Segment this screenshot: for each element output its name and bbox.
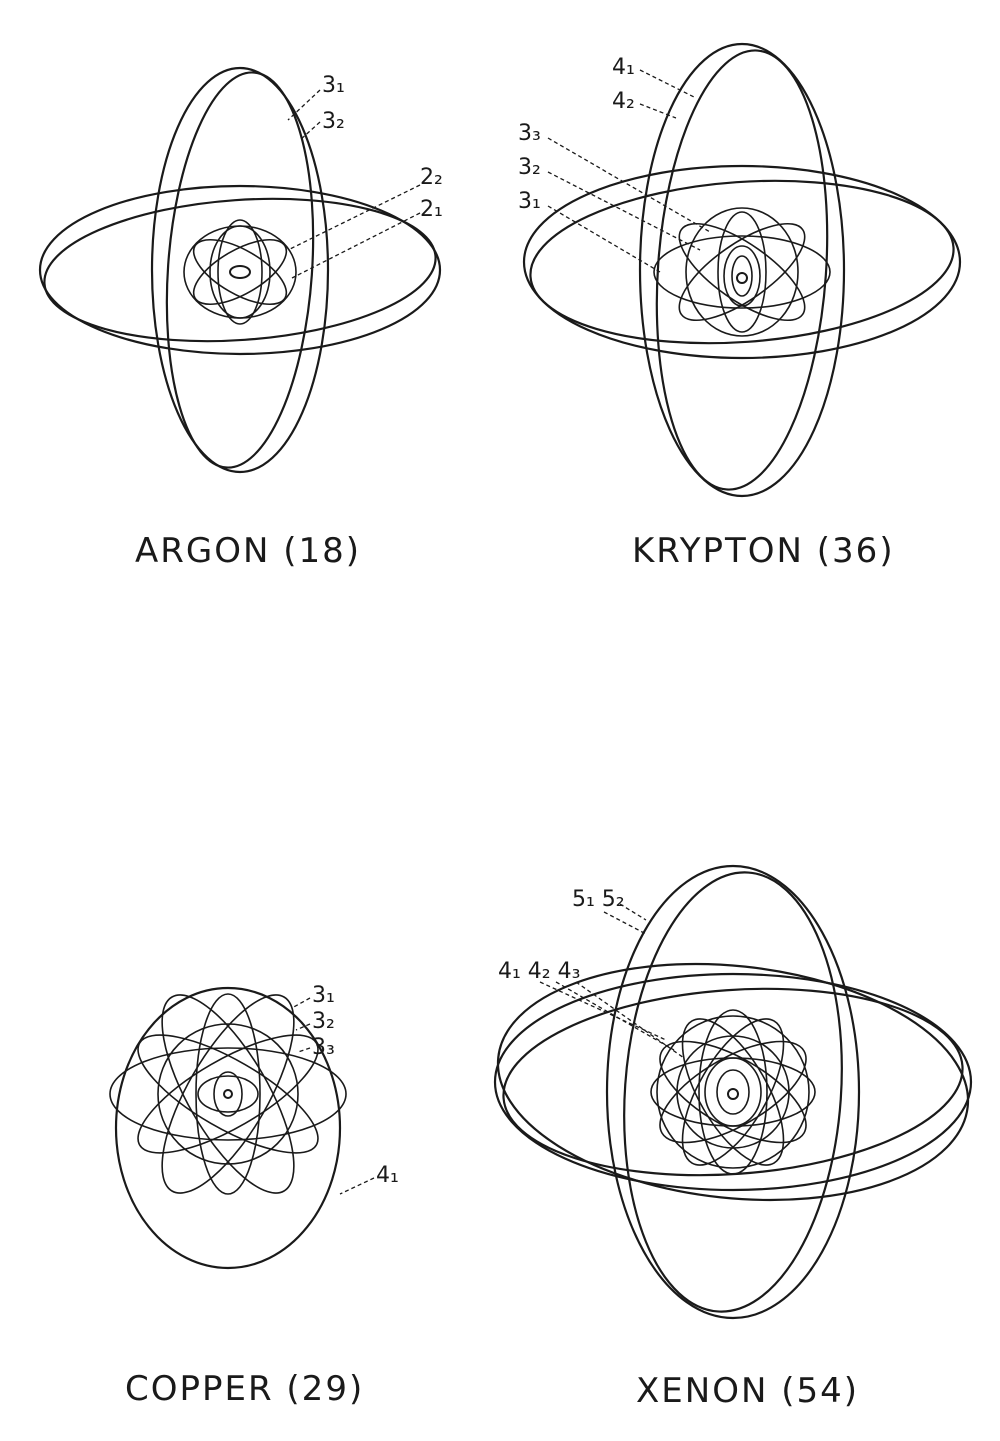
argon-outer-orbits [38,66,442,474]
copper-label-3-1: 3₁ [312,983,335,1008]
copper-label-4-1: 4₁ [376,1163,399,1188]
xenon-outer-orbits [493,864,973,1320]
xenon-label-4: 4₁ 4₂ 4₃ [498,959,580,984]
krypton-outer-orbits [522,42,962,498]
copper-label-3-3: 3₃ [312,1035,335,1060]
copper-caption: COPPER (29) [125,1369,364,1409]
krypton-label-3-3: 3₃ [518,121,541,146]
copper-label-3-2: 3₂ [312,1009,335,1034]
argon-label-3-1: 3₁ [322,73,345,98]
argon-nucleus [229,265,251,279]
krypton-label-4-1: 4₁ [612,55,635,80]
argon-label-3-2: 3₂ [322,109,345,134]
argon-inner-orbits [183,219,297,325]
copper-leader-lines [291,997,375,1195]
copper-shell-3-orbits [109,993,347,1195]
copper-inner-orbits [197,1071,259,1117]
krypton-middle-orbits [653,207,831,337]
krypton-caption: KRYPTON (36) [632,531,895,571]
krypton-nucleus [736,272,748,284]
xenon-label-5: 5₁ 5₂ [572,887,625,912]
xenon-inner-orbits [704,1057,762,1127]
copper-nucleus [223,1089,233,1099]
argon-diagram: 3₁ 3₂ 2₂ 2₁ ARGON (18) [38,66,443,571]
krypton-diagram: 4₁ 4₂ 3₃ 3₂ 3₁ KRYPTON (36) [518,42,962,571]
xenon-leader-lines [539,903,685,1059]
xenon-caption: XENON (54) [636,1371,859,1411]
krypton-label-4-2: 4₂ [612,89,635,114]
xenon-nucleus [727,1088,739,1100]
xenon-diagram: 5₁ 5₂ 4₁ 4₂ 4₃ XENON (54) [493,864,973,1411]
argon-leader-lines [287,89,421,279]
xenon-shell-4-orbits [650,1009,816,1175]
argon-label-2-2: 2₂ [420,165,443,190]
krypton-label-3-1: 3₁ [518,189,541,214]
copper-4-1-orbit [114,986,342,1270]
copper-diagram: 3₁ 3₂ 3₃ 4₁ COPPER (29) [109,983,399,1409]
krypton-label-3-2: 3₂ [518,155,541,180]
krypton-inner-orbits [723,245,761,307]
argon-label-2-1: 2₁ [420,197,443,222]
krypton-leader-lines [547,69,711,273]
argon-caption: ARGON (18) [135,531,361,571]
